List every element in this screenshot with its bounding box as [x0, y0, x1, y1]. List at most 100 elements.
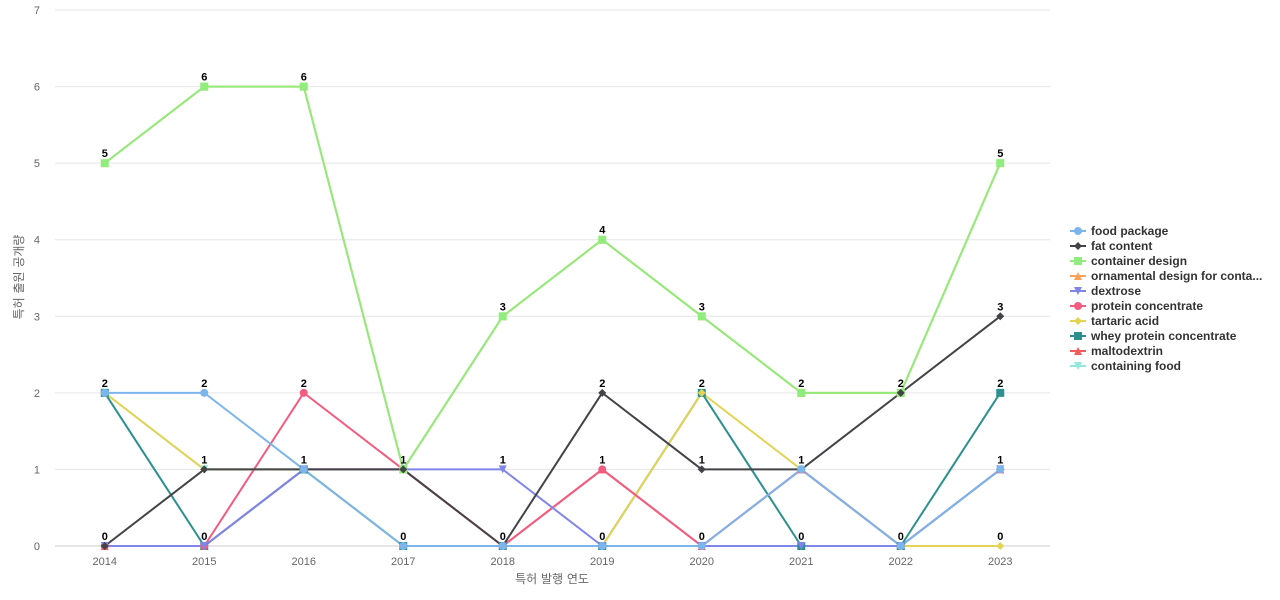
data-point[interactable] — [299, 388, 308, 397]
data-point[interactable] — [896, 388, 905, 397]
data-point[interactable] — [200, 82, 209, 91]
data-point[interactable] — [100, 159, 109, 168]
legend-item[interactable]: dextrose — [1070, 283, 1280, 298]
legend-item[interactable]: container design — [1070, 253, 1280, 268]
data-point[interactable] — [996, 465, 1005, 474]
data-label: 2 — [301, 378, 307, 390]
data-point[interactable] — [797, 388, 806, 397]
data-point[interactable] — [896, 542, 905, 550]
x-tick-label: 2022 — [889, 556, 913, 568]
x-tick-label: 2018 — [491, 556, 515, 568]
legend-item[interactable]: food package — [1070, 223, 1280, 238]
data-point[interactable] — [100, 388, 109, 397]
series-line[interactable] — [104, 315, 1001, 547]
legend-marker-icon — [1074, 361, 1082, 370]
data-point[interactable] — [200, 542, 209, 550]
data-point[interactable] — [697, 542, 706, 550]
data-label: 1 — [301, 454, 307, 466]
data-point[interactable] — [200, 388, 209, 397]
legend-item[interactable]: containing food — [1070, 358, 1280, 373]
data-point[interactable] — [399, 465, 408, 474]
y-tick-label: 2 — [34, 388, 40, 400]
data-label: 1 — [201, 454, 207, 466]
legend-item[interactable]: tartaric acid — [1070, 313, 1280, 328]
data-point[interactable] — [498, 465, 507, 474]
x-tick-label: 2016 — [292, 556, 316, 568]
legend-label: tartaric acid — [1091, 313, 1160, 328]
data-point[interactable] — [100, 542, 109, 550]
x-tick-label: 2017 — [391, 556, 415, 568]
legend-marker-icon — [1074, 241, 1082, 250]
legend-item[interactable]: maltodextrin — [1070, 343, 1280, 358]
data-label: 2 — [102, 378, 108, 390]
data-point[interactable] — [697, 388, 706, 397]
data-label: 2 — [798, 378, 804, 390]
legend-label: maltodextrin — [1091, 343, 1164, 358]
legend-symbol-icon — [1070, 346, 1086, 355]
x-tick-label: 2019 — [590, 556, 614, 568]
data-point[interactable] — [399, 542, 408, 550]
legend-item[interactable]: whey protein concentrate — [1070, 328, 1280, 343]
data-point[interactable] — [498, 542, 507, 550]
series-line[interactable] — [104, 85, 1002, 471]
legend-label: dextrose — [1091, 283, 1142, 298]
y-tick-label: 1 — [34, 464, 40, 476]
data-label: 3 — [500, 301, 506, 313]
data-label: 1 — [599, 454, 605, 466]
data-point[interactable] — [797, 542, 806, 550]
y-axis-title: 특허 출원 공개량 — [12, 235, 26, 320]
legend-label: protein concentrate — [1091, 298, 1204, 313]
data-point[interactable] — [996, 312, 1005, 321]
data-label: 1 — [400, 454, 406, 466]
data-point[interactable] — [598, 542, 607, 550]
data-label: 2 — [201, 378, 207, 390]
x-tick-label: 2023 — [988, 556, 1012, 568]
data-point[interactable] — [697, 465, 706, 474]
legend-symbol-icon — [1070, 256, 1086, 265]
data-point[interactable] — [797, 465, 806, 474]
y-tick-label: 0 — [34, 541, 40, 553]
data-point[interactable] — [697, 312, 706, 321]
legend-marker-icon — [1074, 286, 1082, 295]
data-label: 1 — [997, 454, 1003, 466]
data-label: 6 — [201, 72, 207, 84]
data-point[interactable] — [299, 465, 308, 474]
legend-item[interactable]: ornamental design for conta... — [1070, 268, 1280, 283]
legend-symbol-icon — [1070, 286, 1086, 295]
legend-item[interactable]: fat content — [1070, 238, 1280, 253]
data-label: 1 — [699, 454, 705, 466]
legend-symbol-icon — [1070, 316, 1086, 325]
legend-marker-icon — [1074, 346, 1082, 355]
data-label: 0 — [699, 531, 705, 543]
data-label: 5 — [997, 148, 1003, 160]
legend-symbol-icon — [1070, 226, 1086, 235]
data-label: 2 — [699, 378, 705, 390]
data-point[interactable] — [996, 159, 1005, 168]
data-point[interactable] — [996, 542, 1005, 550]
legend-item[interactable]: protein concentrate — [1070, 298, 1280, 313]
y-axis: 0 1 2 3 4 5 6 7 — [34, 5, 40, 553]
y-tick-label: 4 — [34, 235, 40, 247]
legend-label: fat content — [1091, 238, 1153, 253]
legend-label: whey protein concentrate — [1091, 328, 1237, 343]
data-point[interactable] — [996, 388, 1005, 397]
data-point[interactable] — [598, 388, 607, 397]
data-label: 0 — [201, 531, 207, 543]
data-point[interactable] — [598, 465, 607, 474]
data-point[interactable] — [200, 465, 209, 474]
data-label: 0 — [500, 531, 506, 543]
series-line[interactable] — [104, 468, 1001, 547]
data-label: 2 — [599, 378, 605, 390]
legend-symbol-icon — [1070, 361, 1086, 370]
x-axis-title: 특허 발행 연도 — [515, 571, 589, 586]
data-point[interactable] — [299, 82, 308, 91]
data-label: 0 — [400, 531, 406, 543]
data-point[interactable] — [598, 235, 607, 244]
data-point[interactable] — [498, 312, 507, 321]
y-tick-label: 5 — [34, 158, 40, 170]
series-line[interactable] — [104, 391, 1001, 547]
data-label: 0 — [599, 531, 605, 543]
data-label: 4 — [599, 225, 606, 237]
data-label: 5 — [102, 148, 108, 160]
